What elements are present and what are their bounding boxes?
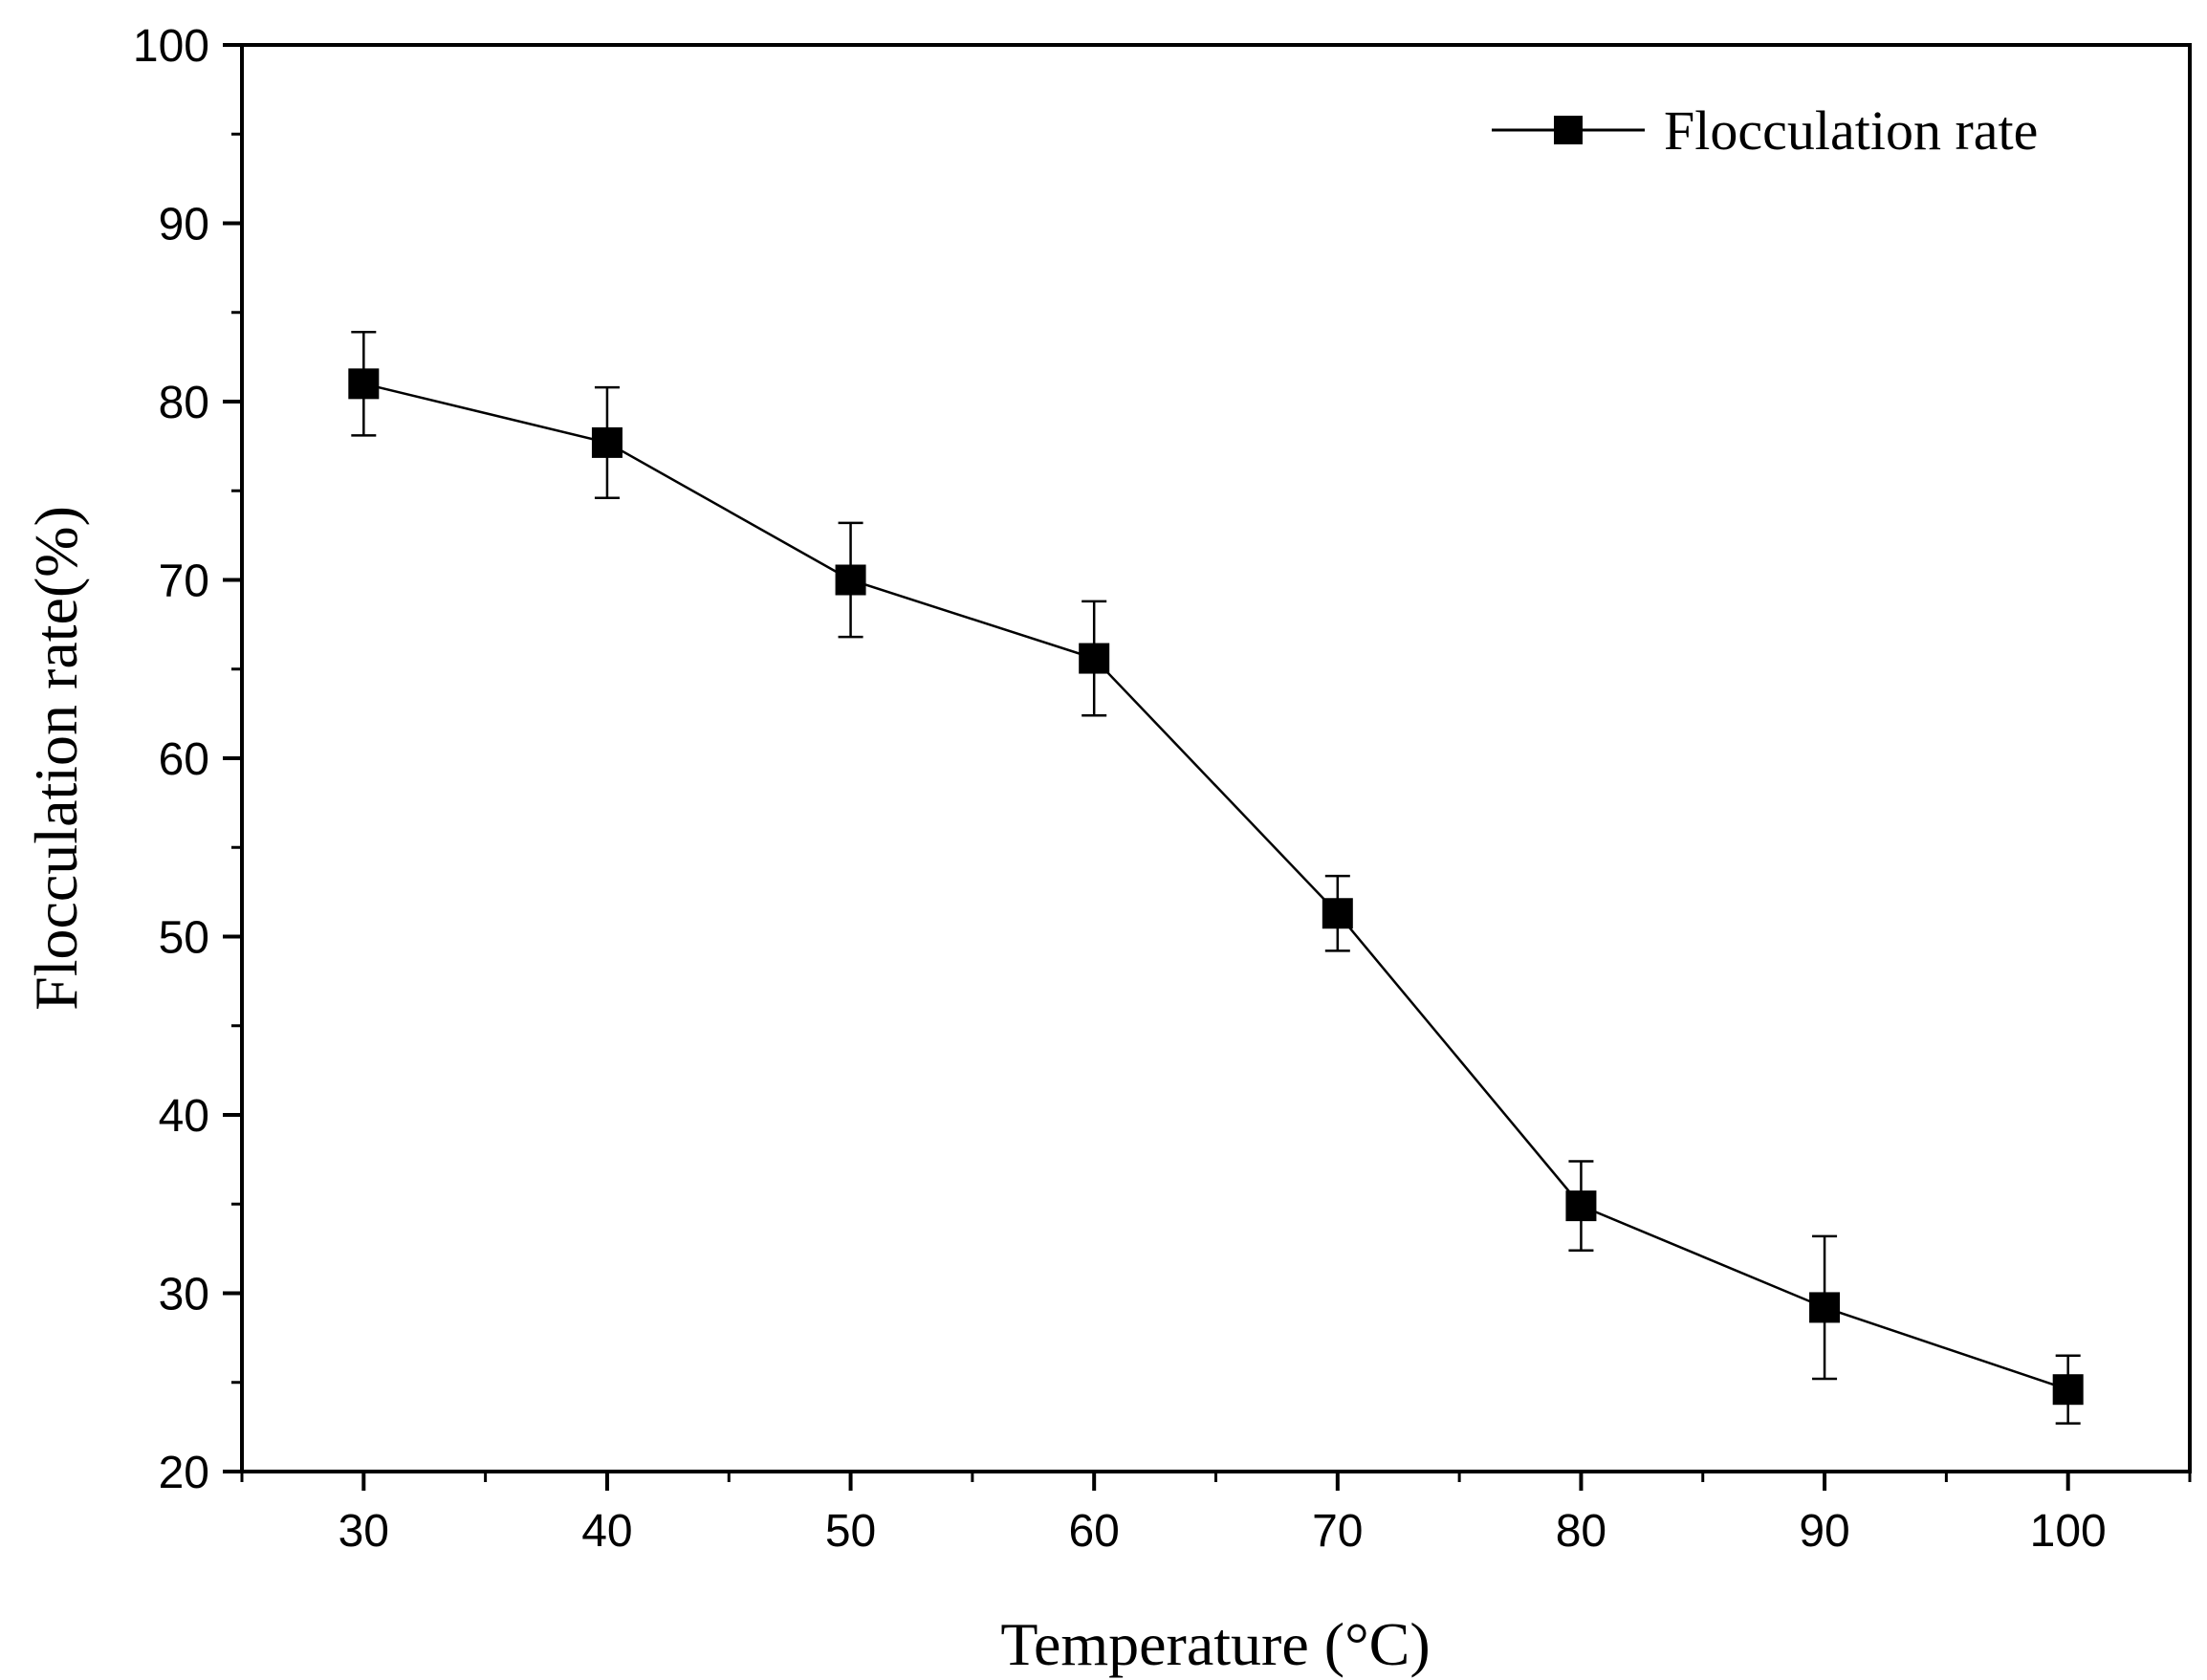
x-tick-label: 40 xyxy=(581,1506,632,1557)
x-tick-label: 70 xyxy=(1312,1506,1363,1557)
y-tick-label: 70 xyxy=(159,556,209,607)
data-point-marker xyxy=(348,368,380,400)
y-axis-title: Flocculation rate(%) xyxy=(22,506,90,1011)
plot-frame xyxy=(240,43,2192,1473)
legend: Flocculation rate xyxy=(1492,99,2038,162)
y-tick-label: 20 xyxy=(159,1448,209,1498)
legend-label: Flocculation rate xyxy=(1664,99,2038,162)
x-tick-label: 60 xyxy=(1068,1506,1119,1557)
data-point-marker xyxy=(1809,1292,1841,1323)
x-tick-label: 100 xyxy=(2030,1506,2107,1557)
x-tick-label: 90 xyxy=(1799,1506,1849,1557)
y-tick-label: 40 xyxy=(159,1091,209,1142)
y-tick-label: 60 xyxy=(159,734,209,785)
data-point-marker xyxy=(1565,1190,1597,1222)
data-point-marker xyxy=(2052,1374,2084,1406)
x-tick-label: 30 xyxy=(339,1506,389,1557)
y-tick-label: 100 xyxy=(133,21,209,72)
data-point-marker xyxy=(835,564,866,596)
data-point-marker xyxy=(1322,898,1353,929)
data-point-marker xyxy=(1079,643,1110,674)
x-axis-title: Temperature (°C) xyxy=(1000,1610,1430,1678)
y-tick-label: 80 xyxy=(159,378,209,428)
y-tick-label: 30 xyxy=(159,1270,209,1320)
y-tick-label: 90 xyxy=(159,200,209,251)
series-line xyxy=(363,382,2069,1391)
legend-marker xyxy=(1554,116,1583,144)
x-tick-label: 50 xyxy=(825,1506,876,1557)
x-tick-label: 80 xyxy=(1556,1506,1606,1557)
y-tick-label: 50 xyxy=(159,913,209,964)
data-point-marker xyxy=(591,426,623,458)
